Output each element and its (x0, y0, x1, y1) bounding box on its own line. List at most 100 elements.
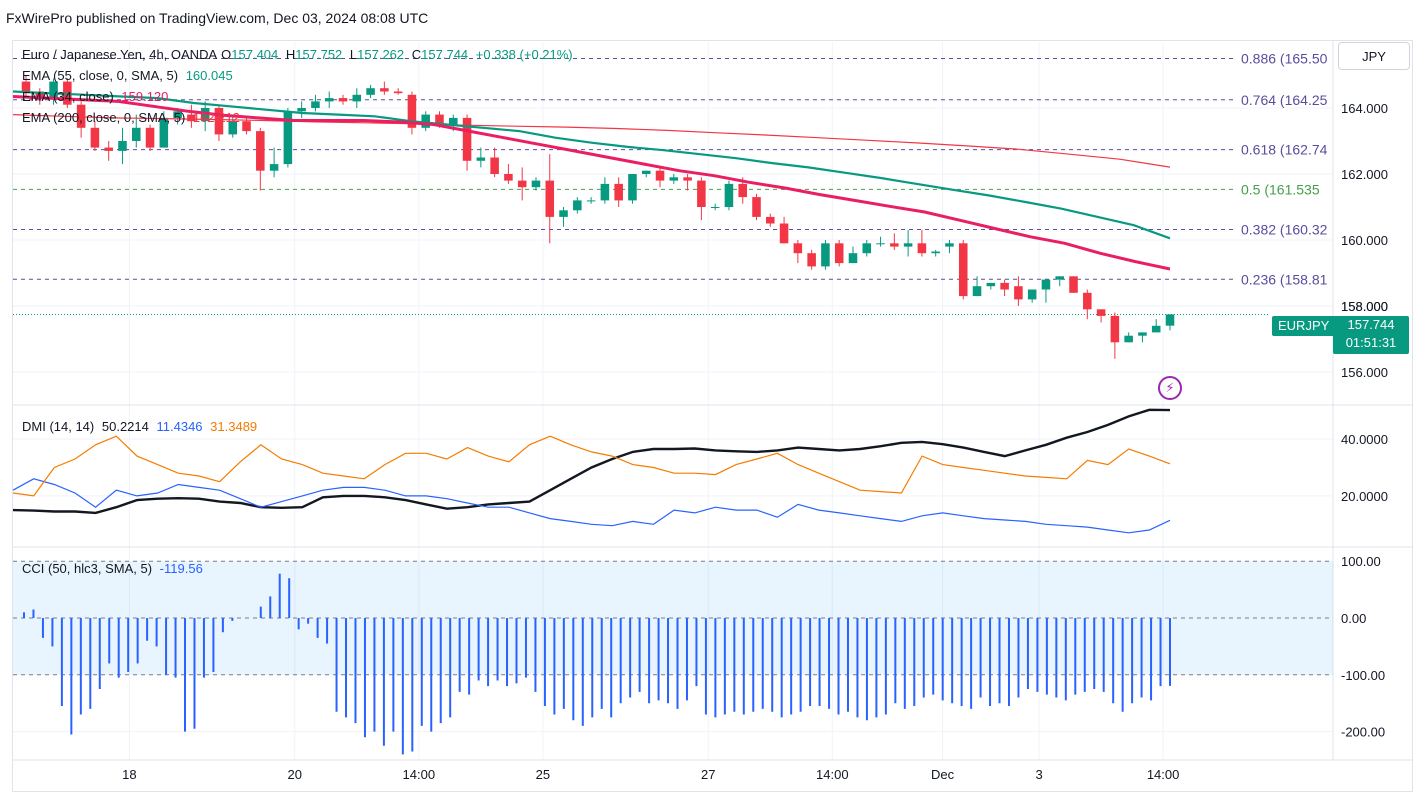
candle-body (738, 183, 747, 198)
candle-body (187, 114, 196, 122)
candle-body (324, 98, 334, 102)
candle-body (1083, 292, 1092, 310)
publisher-caption: FxWirePro published on TradingView.com, … (6, 10, 429, 26)
cci-tick-label: -200.00 (1341, 725, 1385, 740)
candle-body (380, 88, 389, 92)
candle-body (890, 243, 899, 247)
candle-body (118, 141, 127, 151)
candle-body (104, 147, 113, 151)
legend-change: +0.338 (+0.21%) (475, 47, 573, 62)
candle-body (683, 177, 692, 181)
candle-body (1027, 289, 1037, 300)
candle-body (697, 180, 706, 207)
dmi-label: DMI (14, 14) (22, 419, 95, 434)
candle-body (352, 94, 362, 102)
legend-symbol: Euro / Japanese Yen, 4h, OANDA (22, 47, 218, 62)
candle-body (297, 108, 306, 112)
candle-body (366, 88, 375, 95)
dmi-line-adx (12, 408, 1171, 515)
candle-body (1000, 282, 1009, 290)
legend-high-label: H (285, 47, 296, 62)
candle-body (1096, 309, 1106, 316)
price-tick-label: 158.000 (1341, 299, 1388, 314)
candle-body (779, 223, 789, 244)
dmi-minus-value: 31.3489 (210, 419, 258, 434)
fib-level-label: 0.886 (165.50 (1241, 51, 1328, 67)
candle-body (228, 121, 238, 135)
candle-body (269, 164, 279, 171)
fib-level-label: 0.5 (161.535 (1241, 181, 1320, 197)
x-tick-label: 18 (122, 767, 136, 782)
currency-button[interactable]: JPY (1338, 42, 1410, 70)
candle-body (173, 111, 182, 118)
ema55-label: EMA (55, close, 0, SMA, 5) (22, 68, 179, 83)
ema34-label: EMA (34, close) (22, 89, 114, 104)
legend-close-label: C (411, 47, 422, 62)
dmi-adx-value: 50.2214 (101, 419, 149, 434)
candle-body (462, 117, 472, 161)
candle-body (752, 197, 761, 217)
candle-body (917, 243, 927, 254)
candle-body (1165, 314, 1175, 326)
legend-open-label: O (221, 47, 232, 62)
candle-body (256, 131, 265, 171)
cci-tick-label: 0.00 (1341, 611, 1366, 626)
candle-body (655, 170, 665, 181)
x-tick-label: 27 (701, 767, 715, 782)
candle-body (90, 127, 100, 148)
candle-body (504, 174, 513, 181)
main-legend: Euro / Japanese Yen, 4h, OANDA O157.404 H… (22, 47, 577, 62)
candle-body (35, 91, 45, 99)
candle-body (848, 253, 858, 264)
candle-body (545, 180, 555, 217)
candle-body (628, 174, 637, 201)
price-tick-label: 162.000 (1341, 167, 1388, 182)
ema200-legend: EMA (200, close, 0, SMA, 5) 162.212 (22, 110, 244, 125)
x-tick-label: 14:00 (1147, 767, 1180, 782)
candle-body (931, 251, 940, 254)
candle-body (131, 127, 141, 141)
candle-body (283, 111, 293, 165)
candle-body (586, 200, 596, 202)
candle-body (862, 243, 872, 254)
price-tick-label: 160.000 (1341, 233, 1388, 248)
candle-body (338, 98, 348, 102)
candle-body (1110, 315, 1120, 343)
candle-body (945, 243, 954, 247)
dmi-legend: DMI (14, 14) 50.2214 11.4346 31.3489 (22, 419, 261, 434)
ema200-value: 162.212 (192, 110, 240, 125)
symbol-badge: EURJPY (1272, 316, 1336, 336)
x-tick-label: 14:00 (816, 767, 849, 782)
candle-body (159, 117, 169, 148)
cci-legend: CCI (50, hlc3, SMA, 5) -119.56 (22, 561, 207, 576)
candle-body (903, 243, 913, 247)
x-tick-label: 25 (536, 767, 550, 782)
dmi-line-plusdi (12, 478, 1171, 534)
candle-body (1124, 335, 1133, 343)
candle-body (1138, 332, 1147, 336)
candle-body (1055, 276, 1065, 280)
candle-body (145, 127, 155, 148)
candle-body (641, 170, 651, 174)
last-price-badge: 157.744 01:51:31 (1333, 316, 1409, 354)
candle-body (49, 81, 58, 99)
candle-body (476, 157, 486, 161)
candle-body (531, 180, 541, 188)
candle-body (76, 104, 86, 128)
dmi-plus-value: 11.4346 (156, 419, 203, 434)
legend-close: 157.744 (421, 47, 469, 62)
x-tick-label: 14:00 (403, 767, 436, 782)
lightning-icon[interactable]: ⚡ (1158, 376, 1182, 400)
legend-low-label: L (349, 47, 358, 62)
cci-value: -119.56 (159, 561, 203, 576)
ema55-legend: EMA (55, close, 0, SMA, 5) 160.045 (22, 68, 237, 83)
candle-body (421, 114, 430, 128)
candle-body (214, 108, 224, 135)
cci-tick-label: 100.00 (1341, 554, 1381, 569)
cci-label: CCI (50, hlc3, SMA, 5) (22, 561, 153, 576)
candle-body (242, 121, 251, 132)
price-tick-label-obscured: 158.000 (1341, 299, 1388, 314)
x-tick-label: 3 (1035, 767, 1042, 782)
fib-level-label: 0.764 (164.25 (1241, 92, 1328, 108)
